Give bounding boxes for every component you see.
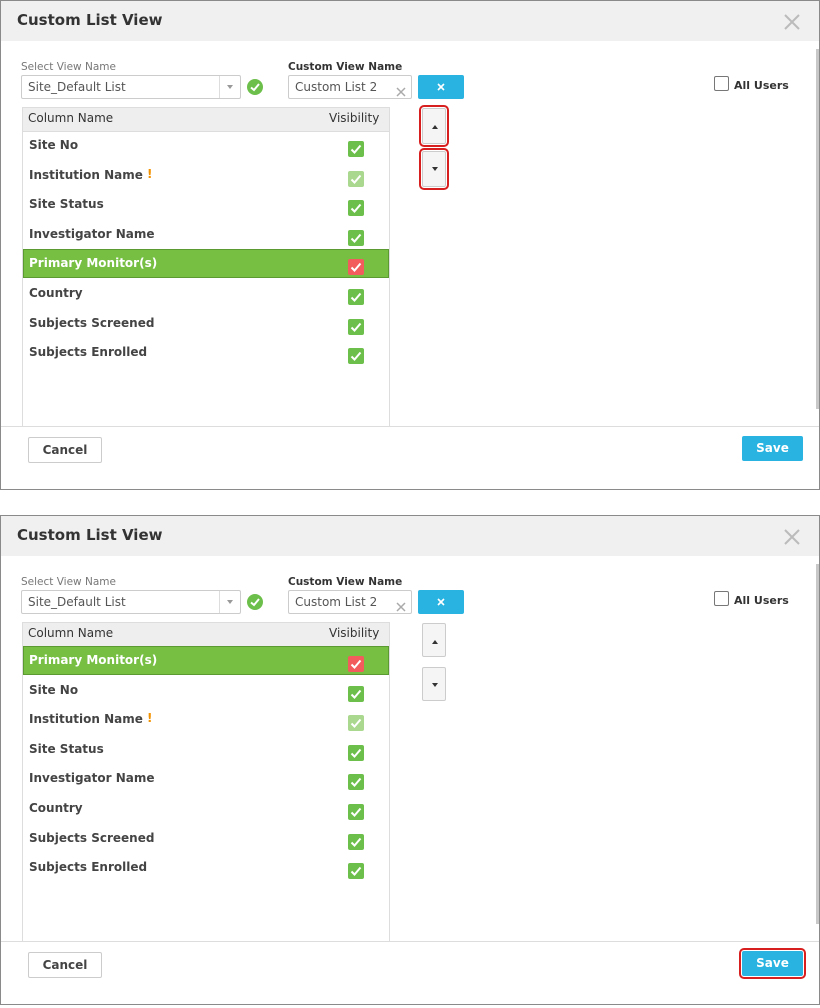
footer-divider	[1, 941, 819, 942]
scrollbar	[816, 564, 819, 924]
dialog-title: Custom List View	[17, 11, 163, 29]
close-button[interactable]	[783, 528, 801, 550]
move-down-button[interactable]	[419, 148, 449, 190]
visibility-checkbox[interactable]	[348, 229, 364, 250]
close-button[interactable]	[783, 13, 801, 35]
save-button[interactable]: Save	[739, 948, 806, 979]
all-users-checkbox[interactable]	[714, 591, 729, 606]
row-label[interactable]: Investigator Name	[29, 226, 155, 241]
row-label[interactable]: Institution Name	[29, 712, 143, 727]
dialog-title: Custom List View	[17, 526, 163, 544]
dropdown-arrow	[219, 76, 240, 98]
save-button[interactable]: Save	[742, 436, 803, 461]
visibility-checkbox[interactable]	[348, 170, 364, 191]
row-label[interactable]: Country	[29, 801, 83, 815]
all-users-label: All Users	[734, 79, 789, 92]
visibility-checkbox[interactable]	[348, 348, 364, 368]
dialog-header	[1, 1, 819, 41]
visibility-checkbox[interactable]	[348, 715, 364, 735]
table-frame	[22, 622, 390, 942]
all-users-checkbox[interactable]	[714, 76, 729, 91]
select-view-dropdown[interactable]: Site_Default List	[21, 75, 241, 99]
table-header-row	[23, 108, 389, 132]
custom-view-label: Custom View Name	[288, 61, 403, 73]
select-view-label: Select View Name	[21, 61, 116, 73]
custom-view-input[interactable]: Custom List 2	[288, 590, 412, 614]
column-header: Visibility	[329, 111, 380, 125]
row-label[interactable]: Site No	[29, 682, 79, 697]
row-label[interactable]: Subjects Enrolled	[29, 345, 148, 360]
row-label[interactable]: Subjects Screened	[29, 830, 155, 845]
visibility-checkbox[interactable]	[348, 141, 364, 161]
visibility-checkbox[interactable]	[348, 863, 364, 883]
warning-flag: !	[147, 166, 153, 181]
move-up-button[interactable]	[419, 105, 449, 147]
move-up-button[interactable]	[422, 623, 446, 657]
row-label[interactable]: Investigator Name	[29, 771, 155, 786]
visibility-checkbox[interactable]	[348, 744, 364, 765]
valid-icon	[247, 594, 263, 614]
visibility-checkbox[interactable]	[348, 656, 364, 676]
cancel-button[interactable]: Cancel	[28, 437, 102, 463]
table-frame	[22, 107, 390, 427]
row-label[interactable]: Subjects Enrolled	[29, 860, 148, 875]
visibility-checkbox[interactable]	[348, 774, 364, 794]
select-view-dropdown[interactable]: Site_Default List	[21, 590, 241, 614]
custom-view-input[interactable]: Custom List 2	[288, 75, 412, 99]
selected-row[interactable]	[23, 646, 389, 675]
row-label[interactable]: Institution Name	[29, 167, 143, 182]
delete-view-button[interactable]	[418, 590, 464, 614]
footer-divider	[1, 426, 819, 427]
visibility-checkbox[interactable]	[348, 259, 364, 279]
row-label[interactable]: Primary Monitor(s)	[29, 256, 158, 271]
visibility-checkbox[interactable]	[348, 833, 364, 854]
move-down-button[interactable]	[422, 667, 446, 701]
visibility-checkbox[interactable]	[348, 318, 364, 339]
scrollbar	[816, 49, 819, 409]
row-label[interactable]: Site Status	[29, 741, 104, 756]
custom-view-label: Custom View Name	[288, 576, 403, 588]
visibility-checkbox[interactable]	[348, 804, 364, 824]
dialog: Custom List View Select View Name Site_Def…	[0, 0, 820, 490]
row-label[interactable]: Country	[29, 286, 83, 300]
dialog: Custom List View Select View Name Site_Def…	[0, 515, 820, 1005]
column-header: Column Name	[28, 626, 114, 640]
clear-input[interactable]	[396, 82, 406, 101]
dialog-header	[1, 516, 819, 556]
row-label[interactable]: Site No	[29, 138, 79, 152]
cancel-button[interactable]: Cancel	[28, 952, 102, 978]
row-label[interactable]: Subjects Screened	[29, 315, 155, 330]
selected-row[interactable]	[23, 249, 389, 279]
all-users-label: All Users	[734, 594, 789, 607]
valid-icon	[247, 79, 263, 99]
warning-flag: !	[147, 711, 153, 726]
dropdown-arrow	[219, 591, 240, 613]
select-view-label: Select View Name	[21, 576, 116, 588]
column-header: Column Name	[28, 111, 114, 125]
row-label[interactable]: Primary Monitor(s)	[29, 653, 158, 667]
visibility-checkbox[interactable]	[348, 200, 364, 220]
column-header: Visibility	[329, 626, 380, 640]
visibility-checkbox[interactable]	[348, 289, 364, 309]
delete-view-button[interactable]	[418, 75, 464, 99]
row-label[interactable]: Site Status	[29, 197, 104, 212]
clear-input[interactable]	[396, 597, 406, 616]
visibility-checkbox[interactable]	[348, 685, 364, 706]
